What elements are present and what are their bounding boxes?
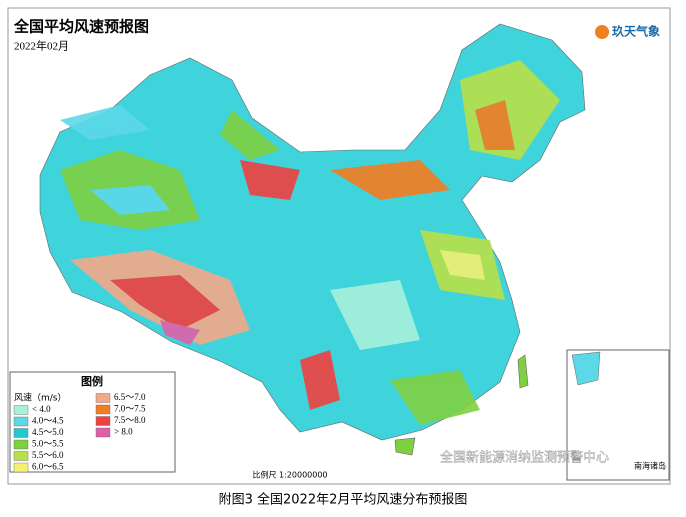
legend-swatch (95, 427, 111, 438)
legend-label: 4.5～5.0 (32, 427, 64, 437)
legend-label: 7.5～8.0 (114, 415, 146, 425)
legend-label: 7.0～7.5 (114, 404, 146, 414)
inset-land (571, 351, 601, 386)
legend-frame (9, 371, 176, 473)
legend-swatch (95, 393, 111, 403)
legend-items: < 4.0 4.0～4.54.5～5.0 5.0～5.55.5～6.0 6.0～6.5… (13, 392, 146, 473)
legend-label: 6.0～6.5 (32, 462, 64, 472)
legend-unit: 风速（m/s） (14, 393, 67, 404)
legend-label: > 8.0 (114, 427, 133, 437)
logo: 玖天气象 (612, 24, 660, 39)
legend-label: 5.5～6.0 (32, 450, 64, 460)
caption: 附图3 全国2022年2月平均风速分布预报图 (219, 492, 468, 508)
inset-label: 南海诸岛 (634, 461, 666, 471)
legend-label: < 4.0 (32, 404, 51, 414)
legend-swatch (13, 405, 29, 415)
hainan (394, 437, 416, 456)
taiwan (517, 354, 529, 389)
legend-swatch (95, 416, 111, 426)
legend-swatch (13, 428, 29, 438)
legend-swatch (13, 439, 29, 450)
title: 全国平均风速预报图 (13, 18, 149, 36)
logo-icon (595, 25, 609, 39)
legend-label: 5.0～5.5 (32, 439, 64, 449)
legend-label: 6.5～7.0 (114, 392, 146, 402)
scale: 比例尺 1:20000000 (252, 470, 327, 480)
legend-title: 图例 (81, 374, 103, 388)
wind-patches (60, 60, 560, 425)
legend-swatch (13, 462, 29, 473)
watermark: 全国新能源消纳监测预警中心 (440, 450, 609, 466)
legend-swatch (13, 451, 29, 461)
legend-swatch (13, 416, 29, 427)
legend-label: 4.0～4.5 (32, 416, 64, 426)
legend-swatch (95, 404, 111, 415)
date: 2022年02月 (14, 39, 69, 53)
